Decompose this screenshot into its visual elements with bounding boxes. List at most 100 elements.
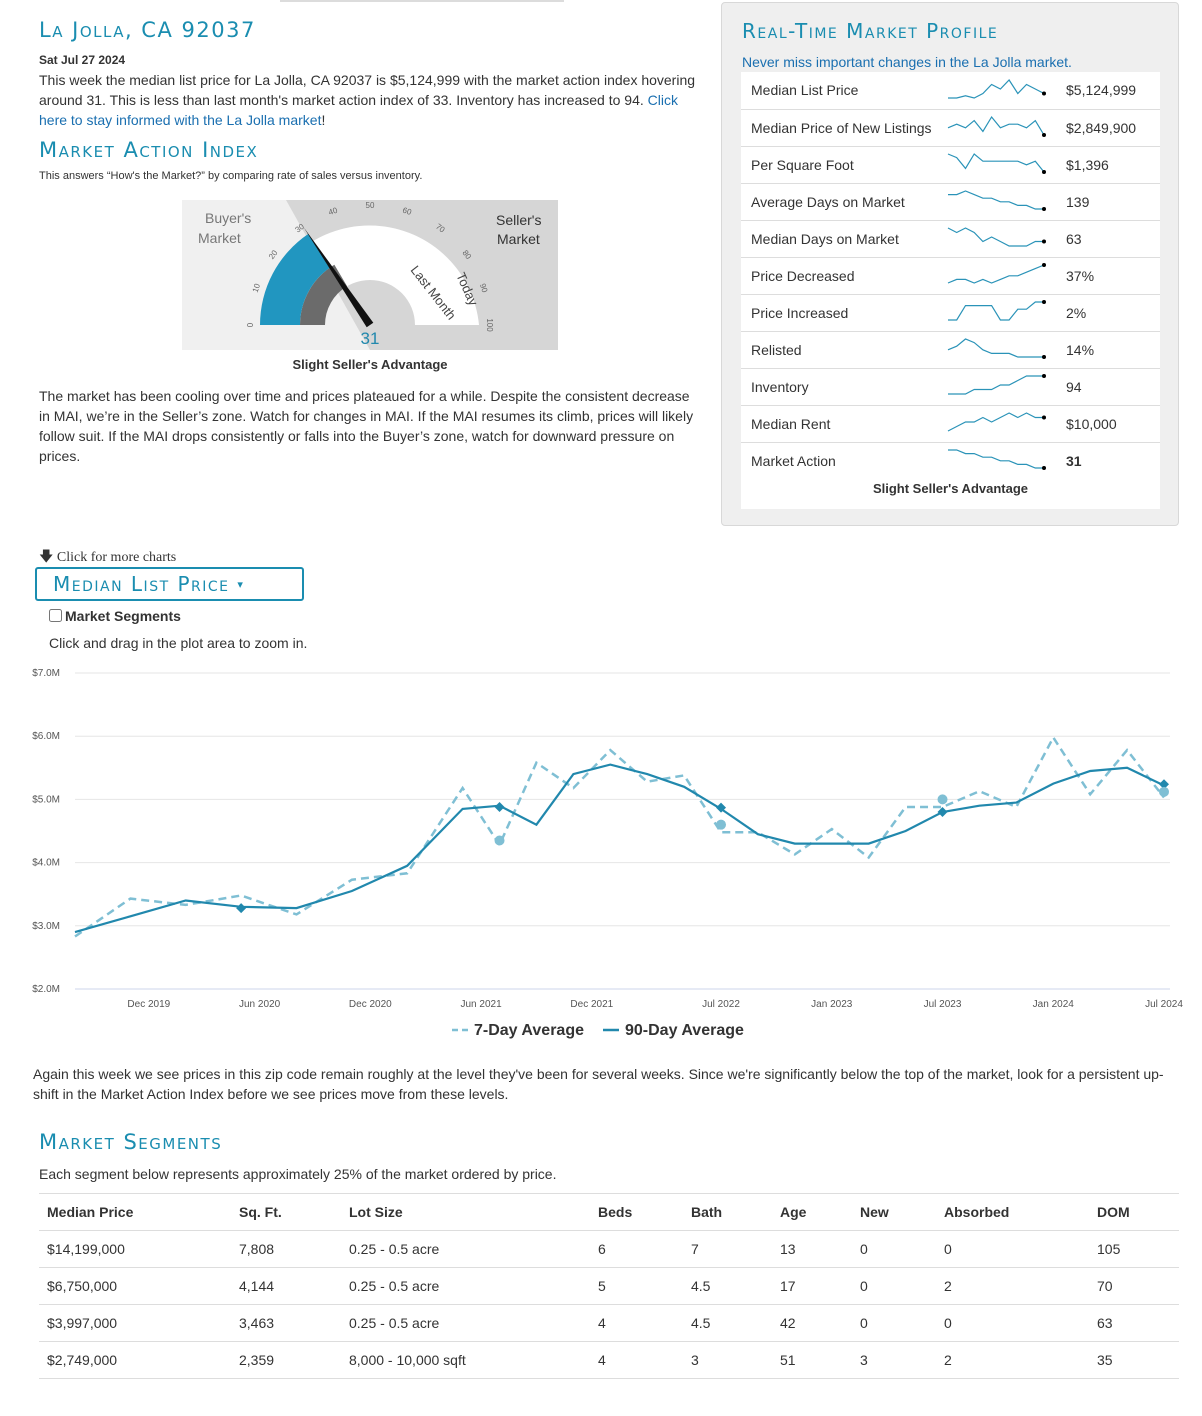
y-tick-label: $5.0M (32, 794, 60, 805)
segments-column-header: Beds (590, 1193, 683, 1231)
sparkline-endpoint (1042, 374, 1046, 378)
segments-column-header: Median Price (39, 1193, 231, 1231)
x-tick-label: Jul 2023 (924, 999, 962, 1010)
segments-cell: 17 (772, 1267, 852, 1305)
sparkline-path (947, 412, 1044, 432)
gauge-last-month-fill (300, 264, 348, 325)
sparkline-endpoint (1042, 263, 1046, 267)
stay-informed-link[interactable]: Click here to stay informed with the La … (39, 92, 678, 128)
gauge-value: 31 (361, 329, 380, 348)
chart-type-label: Median List Price ▾ (53, 572, 244, 596)
segments-row: $14,199,000 7,808 0.25 - 0.5 acre 6 7 13 0 0 105 (39, 1230, 1179, 1268)
arrow-down-icon: 🡇 (39, 550, 54, 565)
segments-cell: 6 (590, 1230, 683, 1268)
segments-row: $6,750,000 4,144 0.25 - 0.5 acre 5 4.5 17 0 2 70 (39, 1267, 1179, 1305)
segments-cell: 13 (772, 1230, 852, 1268)
profile-sparkline (946, 219, 1066, 257)
x-tick-label: Dec 2020 (349, 999, 392, 1010)
sparkline-endpoint (1042, 170, 1046, 174)
profile-row: Median Days on Market 63 (741, 219, 1160, 257)
sparkline-path (947, 338, 1044, 358)
profile-row: Inventory 94 (741, 367, 1160, 405)
segments-column-header: New (852, 1193, 936, 1231)
segments-cell: 35 (1089, 1341, 1179, 1379)
summary-text: This week the median list price for La J… (39, 72, 696, 108)
gauge-needle (303, 227, 374, 328)
sparkline-path (948, 301, 1044, 321)
chart-marker-diamond (494, 801, 505, 812)
profile-row: Per Square Foot $1,396 (741, 145, 1160, 183)
y-tick-label: $2.0M (32, 984, 60, 995)
profile-value: 63 (1066, 219, 1160, 257)
segments-cell: 0 (936, 1230, 1089, 1268)
segments-cell: 105 (1089, 1230, 1179, 1268)
segments-cell: 2 (936, 1267, 1089, 1305)
series-90-day-line (74, 763, 1165, 934)
gauge-tick-label: 0 (246, 322, 255, 327)
gauge-caption: Slight Seller's Advantage (292, 357, 448, 372)
gauge-tick-label: 10 (251, 282, 262, 294)
profile-value: 37% (1066, 256, 1160, 294)
sparkline-path (948, 375, 1044, 395)
chart-svg[interactable]: $2.0M $3.0M $4.0M $5.0M $6.0M $7.0M Dec 2019 Ju… (0, 660, 1202, 1050)
segments-row: $2,749,000 2,359 8,000 - 10,000 sqft 4 3 51 3 2… (39, 1341, 1179, 1379)
median-list-price-chart[interactable]: $2.0M $3.0M $4.0M $5.0M $6.0M $7.0M Dec 2019 Ju… (0, 660, 1202, 1050)
profile-row: Median List Price $5,124,999 (741, 72, 1160, 109)
segments-cell: 4 (590, 1341, 683, 1379)
segments-column-header: DOM (1089, 1193, 1179, 1231)
x-tick-label: Jan 2023 (811, 999, 853, 1010)
chart-type-dropdown[interactable]: Median List Price ▾ (35, 567, 304, 601)
market-profile-subtitle-link[interactable]: Never miss important changes in the La J… (742, 54, 1072, 70)
profile-row: Average Days on Market 139 (741, 182, 1160, 220)
market-segments-label: Market Segments (65, 608, 181, 624)
sparkline-svg (947, 338, 1046, 359)
segments-cell: 42 (772, 1304, 852, 1342)
profile-label: Median Rent (741, 404, 946, 442)
segments-column-header: Absorbed (936, 1193, 1089, 1231)
sparkline-svg (947, 227, 1046, 247)
market-segments-toggle[interactable]: Market Segments (49, 608, 181, 624)
profile-label: Per Square Foot (741, 145, 946, 183)
sparkline-path (948, 190, 1044, 210)
x-tick-label: Dec 2021 (570, 999, 613, 1010)
profile-label: Median Price of New Listings (741, 108, 946, 146)
market-profile-title: Real-Time Market Profile (742, 19, 999, 43)
profile-row: Price Decreased 37% (741, 256, 1160, 294)
segments-cell: 4.5 (683, 1304, 772, 1342)
more-charts-label: Click for more charts (56, 550, 177, 565)
sparkline-endpoint (1042, 355, 1046, 359)
sparkline-endpoint (1042, 91, 1046, 96)
profile-value: 94 (1066, 367, 1160, 405)
segments-cell: 70 (1089, 1267, 1179, 1305)
profile-sparkline (946, 404, 1066, 442)
profile-label: Average Days on Market (741, 182, 946, 220)
sparkline-svg (948, 190, 1046, 211)
segments-cell: 7,808 (231, 1230, 341, 1268)
sparkline-path (947, 153, 1045, 173)
x-tick-label: Dec 2019 (127, 999, 170, 1010)
x-tick-label: Jul 2024 (1145, 999, 1183, 1010)
sellers-label-1: Seller's (496, 212, 541, 228)
top-divider (280, 0, 564, 2)
profile-label: Inventory (741, 367, 946, 405)
profile-row: Price Increased 2% (741, 293, 1160, 331)
segments-cell: 5 (590, 1267, 683, 1305)
summary-suffix: ! (321, 112, 326, 128)
market-profile-table: Median List Price $5,124,999 Median Price … (741, 72, 1160, 479)
sparkline-path (948, 78, 1045, 99)
more-charts-link[interactable]: 🡇 Click for more charts (39, 546, 176, 570)
caret-down-icon: ▾ (237, 578, 245, 591)
sparkline-path (947, 227, 1044, 247)
sparkline-endpoint (1042, 415, 1046, 420)
sparkline-endpoint (1042, 133, 1046, 137)
gauge-tick-label: 100 (485, 318, 494, 332)
segments-column-header: Bath (683, 1193, 772, 1231)
profile-value: 139 (1066, 182, 1160, 220)
segments-cell: 8,000 - 10,000 sqft (341, 1341, 590, 1379)
profile-row: Relisted 14% (741, 330, 1160, 368)
sparkline-svg (948, 449, 1046, 471)
sparkline-path (948, 449, 1044, 469)
profile-value: $1,396 (1066, 145, 1160, 183)
market-segments-checkbox[interactable] (49, 609, 62, 622)
y-tick-label: $3.0M (32, 921, 60, 932)
